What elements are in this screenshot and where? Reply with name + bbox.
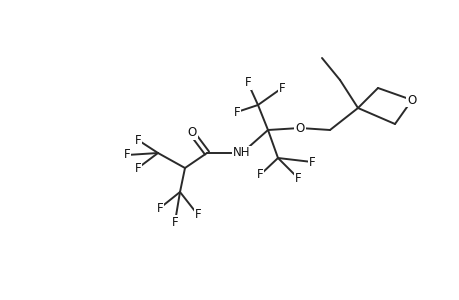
Text: F: F xyxy=(278,82,285,94)
Text: NH: NH xyxy=(233,146,250,160)
Text: F: F xyxy=(194,208,201,221)
Text: O: O xyxy=(187,127,196,140)
Text: F: F xyxy=(244,76,251,89)
Text: F: F xyxy=(134,134,141,146)
Text: F: F xyxy=(157,202,163,214)
Text: F: F xyxy=(123,148,130,161)
Text: F: F xyxy=(294,172,301,184)
Text: O: O xyxy=(407,94,416,106)
Text: F: F xyxy=(308,155,314,169)
Text: F: F xyxy=(233,106,240,118)
Text: F: F xyxy=(134,161,141,175)
Text: O: O xyxy=(295,122,304,134)
Text: F: F xyxy=(171,215,178,229)
Text: F: F xyxy=(256,169,263,182)
